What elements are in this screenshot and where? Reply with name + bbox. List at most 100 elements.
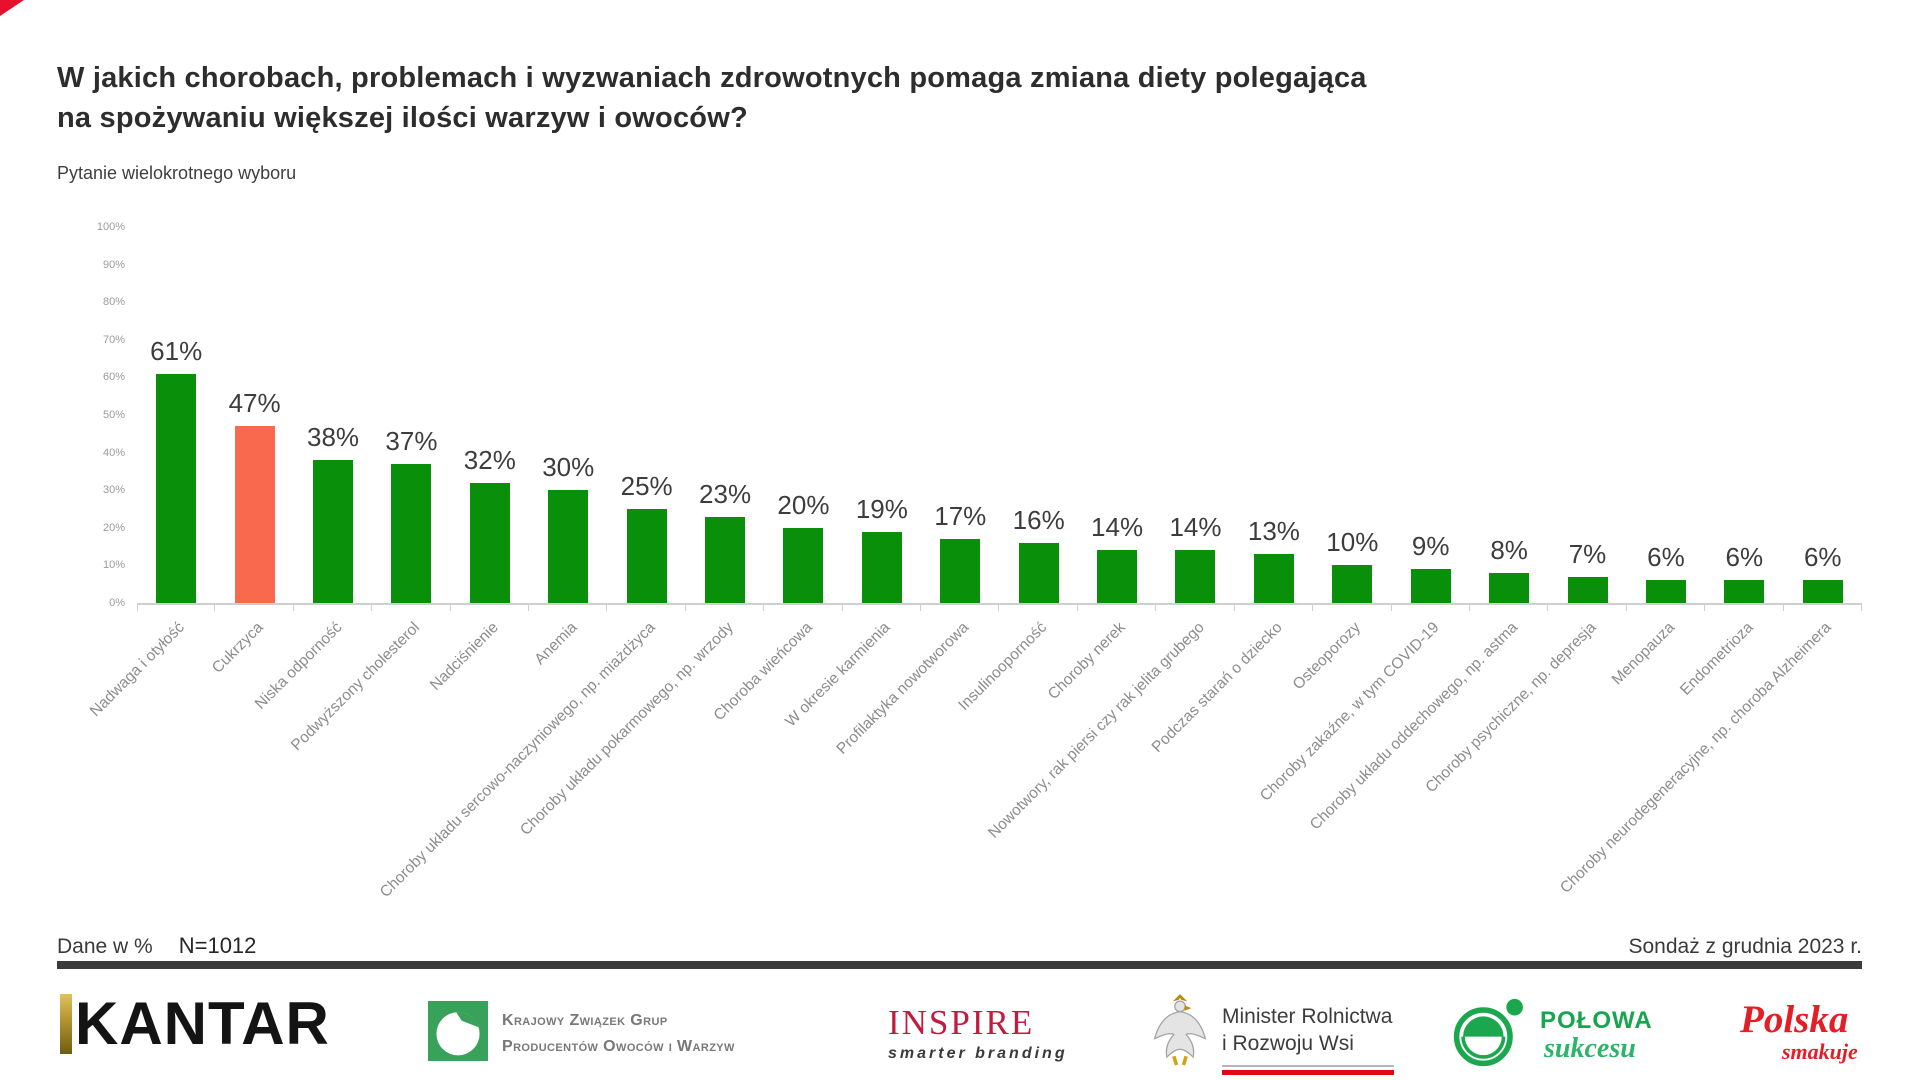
logo-polska: Polska smakuje [1740, 1000, 1858, 1063]
bar-value-label: 8% [1490, 534, 1528, 565]
bar-value-label: 47% [228, 388, 281, 419]
page-title-line1: W jakich chorobach, problemach i wyzwani… [57, 62, 1367, 94]
bar-slot: 13% Podczas starań o dziecko [1149, 227, 1314, 756]
bar-slot: 20% Choroba wieńcowa [710, 227, 844, 724]
y-tick-label: 0% [109, 597, 125, 609]
page-subtitle: Pytanie wielokrotnego wyboru [57, 163, 297, 183]
bar-slot: 6% Choroby neurodegeneracyjne, np. chorob… [1557, 227, 1863, 897]
bar [1802, 580, 1843, 603]
y-tick-label: 100% [96, 221, 125, 233]
bar-value-label: 38% [306, 422, 360, 453]
kantar-wordmark: KANTAR [75, 990, 330, 1057]
y-tick-label: 30% [102, 484, 125, 497]
bar [1097, 550, 1138, 603]
bar-value-label: 10% [1326, 527, 1379, 558]
bar-value-label: 30% [542, 452, 595, 483]
bar-value-label: 7% [1568, 538, 1607, 569]
bar-slot: 32% Nadciśnienie [427, 227, 530, 694]
bar-value-label: 9% [1411, 531, 1450, 562]
bar-slot: 9% Choroby zakaźne, w tym COVID-19 [1257, 227, 1471, 805]
bar-slot: 14% Nowotwory, rak piersi czy rak jelita … [985, 227, 1236, 842]
bar-value-label: 37% [385, 425, 438, 456]
bar-value-label: 16% [1012, 504, 1065, 535]
logo-kzg: Krajowy Związek Grup Producentów Owoców … [428, 1001, 735, 1066]
bar-value-label: 19% [855, 493, 908, 524]
bar [1332, 565, 1373, 603]
bar-slot: 25% Choroby układu sercowo-naczyniowego, … [377, 227, 687, 901]
data-unit-note: Dane w % [57, 935, 153, 958]
logo-inspire: INSPIRE smarter branding [888, 1005, 1068, 1063]
inspire-tagline: smarter branding [888, 1045, 1068, 1062]
bar-slot: 8% Choroby układu oddechowego, np. astma [1307, 227, 1549, 833]
bar-value-label: 6% [1725, 542, 1764, 573]
bar [1645, 580, 1686, 603]
polska-wordmark: Polska [1740, 998, 1849, 1041]
bar-slot: 6% Menopauza [1609, 227, 1706, 688]
footer-note-left: Dane w % N=1012 [57, 933, 256, 959]
bar [861, 531, 902, 603]
bar-value-label: 14% [1169, 512, 1222, 543]
bar-slot: 23% Choroby układu pokarmowego, np. wrzod… [517, 227, 765, 839]
page-title: W jakich chorobach, problemach i wyzwani… [57, 58, 1367, 138]
bar [1175, 550, 1216, 603]
page-title-line2: na spożywaniu większej ilości warzyw i o… [57, 102, 748, 134]
bar [548, 490, 589, 603]
bar-slot: 19% W okresie karmienia [783, 227, 922, 730]
bar-slot: 38% Niska odporność [251, 227, 373, 713]
bar [626, 509, 667, 603]
inspire-wordmark: INSPIRE [888, 1003, 1035, 1042]
minister-name: Minister Rolnictwa i Rozwoju Wsi [1222, 993, 1394, 1075]
bar [1018, 542, 1059, 603]
bar-slot: 47% Cukrzyca [209, 227, 295, 677]
bar [1724, 580, 1765, 603]
kzg-name: Krajowy Związek Grup Producentów Owoców … [502, 1008, 735, 1059]
bar-value-label: 32% [463, 444, 516, 475]
bar-value-label: 25% [620, 471, 673, 501]
sample-size: N=1012 [178, 933, 257, 958]
bar-value-label: 14% [1091, 512, 1144, 543]
bar-slot: 37% Podwyższony cholesterol [288, 227, 452, 754]
bar [391, 463, 432, 603]
footer-note-right: Sondaż z grudnia 2023 r. [1628, 935, 1862, 958]
bar [705, 516, 746, 603]
polish-eagle-icon [1152, 993, 1208, 1072]
bar [234, 426, 275, 603]
y-tick-label: 60% [102, 371, 125, 384]
minister-gray-rule [1222, 1064, 1394, 1067]
y-tick-label: 50% [102, 409, 125, 421]
bar-value-label: 6% [1647, 542, 1685, 573]
kzg-name-line2: Producentów Owoców i Warzyw [502, 1037, 735, 1055]
bar-slot: 17% Profilaktyka nowotworowa [834, 227, 1000, 758]
y-tick-label: 20% [102, 521, 125, 534]
bar [783, 527, 824, 603]
logo-minister: Minister Rolnictwa i Rozwoju Wsi [1152, 993, 1394, 1075]
kzg-fruit-veg-union-icon [428, 1001, 488, 1066]
minister-red-rule [1222, 1069, 1394, 1075]
bar-slot: 30% Anemia [529, 227, 608, 668]
bar-slot: 10% Osteoporozy [1290, 227, 1392, 693]
logo-kantar: KANTAR [60, 994, 330, 1054]
bar-value-label: 17% [934, 501, 987, 532]
minister-name-line1: Minister Rolnictwa [1222, 1005, 1393, 1028]
y-tick-label: 10% [102, 559, 125, 572]
bar [313, 460, 354, 603]
y-tick-label: 90% [102, 258, 125, 271]
bar-value-label: 6% [1803, 542, 1842, 573]
bar [1253, 554, 1294, 603]
kzg-name-line1: Krajowy Związek Grup [502, 1011, 668, 1029]
corner-accent [0, 0, 24, 16]
bar [156, 373, 197, 603]
bar [469, 482, 510, 603]
plot-area: 61% Nadwaga i otyłość 47% Cukrzyca 38% Niska … [87, 227, 1863, 901]
polowa-subwordmark: sukcesu [1544, 1032, 1636, 1064]
bar-slot: 14% Choroby nerek [1045, 227, 1157, 703]
bar-value-label: 13% [1247, 516, 1300, 547]
bar-slot: 61% Nadwaga i otyłość [87, 227, 216, 720]
polska-subwordmark: smakuje [1782, 1039, 1858, 1064]
bar-slot: 16% Insulinooporność [956, 227, 1079, 714]
bar-slot: 7% Choroby psychiczne, np. depresja [1422, 227, 1628, 796]
bar-value-label: 23% [699, 478, 752, 509]
footer-divider [57, 961, 1862, 969]
bar [1489, 572, 1530, 603]
bar [940, 539, 981, 603]
